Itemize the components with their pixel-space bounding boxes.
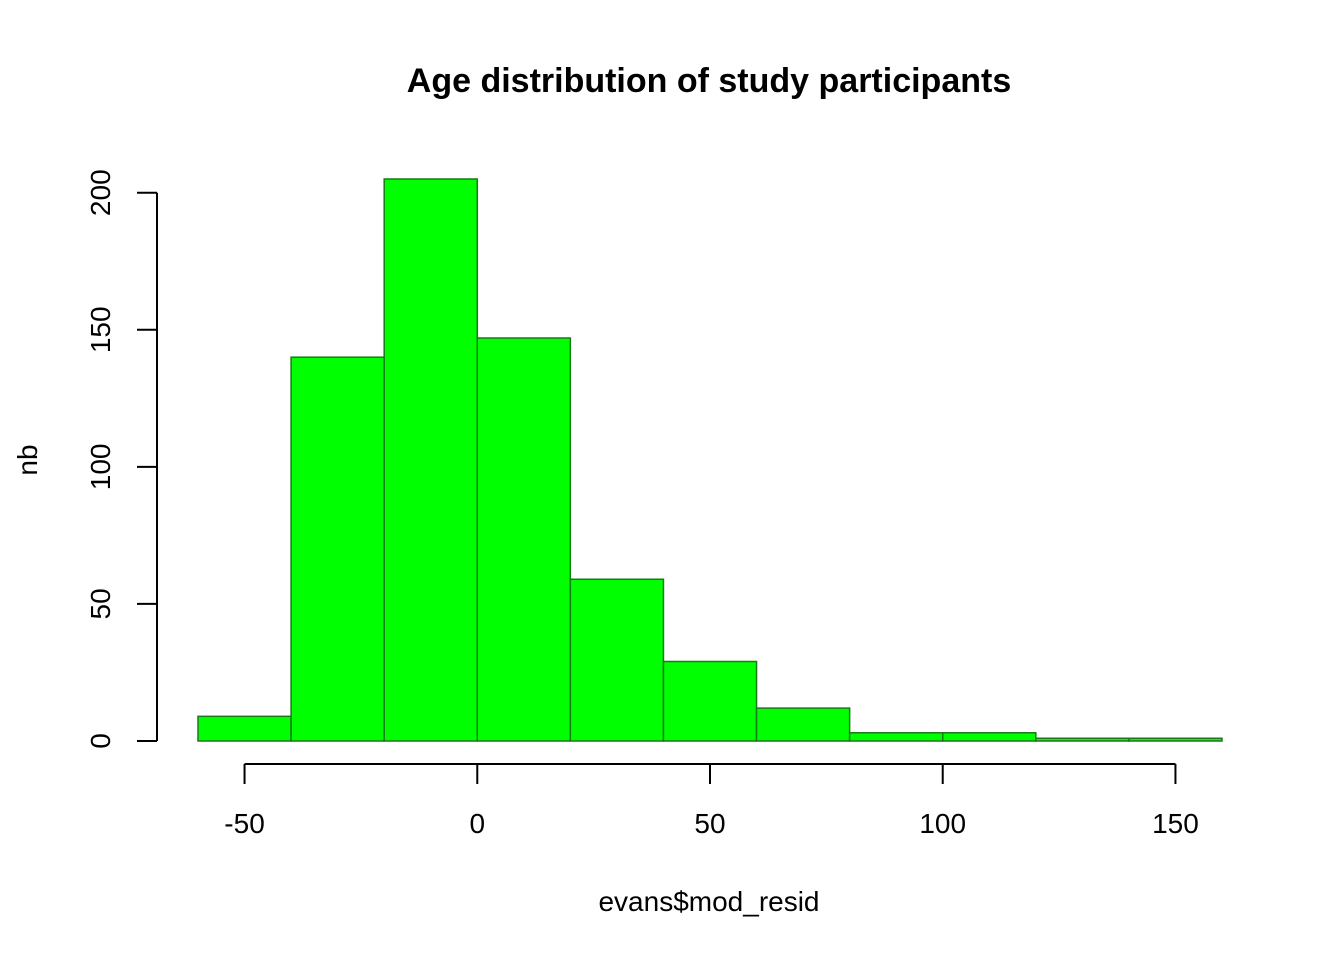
x-tick-label: 0: [469, 808, 485, 839]
x-tick-label: -50: [224, 808, 264, 839]
histogram-bar: [290, 356, 385, 742]
y-tick-label: 50: [85, 588, 116, 619]
x-tick-label: 150: [1152, 808, 1199, 839]
histogram-bar: [848, 732, 944, 742]
histogram-bar: [383, 178, 479, 742]
x-tick-label: 50: [694, 808, 725, 839]
x-tick-label: 100: [919, 808, 966, 839]
chart-title: Age distribution of study participants: [407, 62, 1011, 100]
y-tick-label: 0: [85, 733, 116, 749]
histogram-bar: [197, 715, 292, 742]
bars-group: [197, 178, 1223, 742]
histogram-bar: [1128, 737, 1223, 742]
y-axis-label: nb: [12, 444, 43, 475]
histogram-bar: [755, 707, 851, 742]
y-axis: 0 50 100 150 200: [85, 169, 158, 749]
y-tick-label: 150: [85, 306, 116, 353]
x-axis: -50 0 50 100 150: [224, 763, 1199, 839]
histogram-bar: [662, 660, 758, 742]
histogram-bar: [1035, 737, 1130, 742]
y-tick-label: 200: [85, 169, 116, 216]
histogram-bar: [569, 578, 665, 742]
histogram-bar: [476, 337, 572, 742]
x-axis-label: evans$mod_resid: [598, 886, 819, 917]
y-tick-label: 100: [85, 443, 116, 490]
histogram-bar: [941, 732, 1037, 742]
